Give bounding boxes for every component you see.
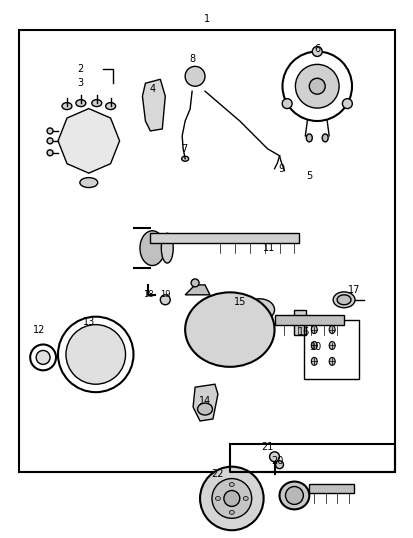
Text: 6: 6 bbox=[313, 45, 320, 54]
Ellipse shape bbox=[197, 403, 212, 415]
Ellipse shape bbox=[328, 325, 335, 334]
Ellipse shape bbox=[140, 231, 164, 266]
Polygon shape bbox=[192, 384, 217, 421]
Ellipse shape bbox=[161, 233, 173, 263]
Text: 14: 14 bbox=[198, 396, 211, 406]
Circle shape bbox=[282, 98, 292, 109]
Ellipse shape bbox=[336, 295, 350, 305]
Ellipse shape bbox=[62, 103, 72, 110]
Circle shape bbox=[47, 128, 53, 134]
Bar bbox=[19, 30, 394, 472]
Circle shape bbox=[342, 98, 351, 109]
Text: 11: 11 bbox=[263, 243, 275, 253]
Ellipse shape bbox=[76, 100, 85, 107]
Ellipse shape bbox=[328, 357, 335, 365]
Text: 21: 21 bbox=[261, 442, 273, 452]
Circle shape bbox=[269, 452, 279, 462]
Circle shape bbox=[199, 466, 263, 530]
Text: 8: 8 bbox=[189, 54, 195, 65]
Ellipse shape bbox=[229, 483, 234, 486]
Text: 16: 16 bbox=[297, 327, 310, 337]
Text: 5: 5 bbox=[306, 171, 312, 181]
Ellipse shape bbox=[187, 306, 252, 363]
Polygon shape bbox=[185, 285, 209, 295]
Ellipse shape bbox=[185, 292, 274, 367]
Bar bbox=[309, 484, 353, 493]
Text: 4: 4 bbox=[149, 84, 155, 94]
Ellipse shape bbox=[285, 486, 303, 505]
Text: 19: 19 bbox=[160, 291, 170, 299]
Circle shape bbox=[160, 295, 170, 305]
Ellipse shape bbox=[215, 497, 220, 500]
Ellipse shape bbox=[80, 178, 97, 188]
Polygon shape bbox=[58, 109, 119, 173]
Ellipse shape bbox=[244, 299, 274, 321]
Text: 12: 12 bbox=[33, 324, 45, 335]
Text: 17: 17 bbox=[347, 285, 359, 295]
Circle shape bbox=[191, 279, 199, 287]
Text: 1: 1 bbox=[204, 13, 209, 24]
Ellipse shape bbox=[311, 342, 316, 350]
Bar bbox=[294, 310, 306, 335]
Circle shape bbox=[66, 324, 125, 384]
Ellipse shape bbox=[243, 497, 248, 500]
Circle shape bbox=[309, 79, 325, 94]
Ellipse shape bbox=[328, 342, 335, 350]
Ellipse shape bbox=[306, 134, 311, 142]
Circle shape bbox=[36, 350, 50, 364]
Ellipse shape bbox=[311, 325, 316, 334]
Ellipse shape bbox=[321, 134, 328, 142]
Ellipse shape bbox=[185, 66, 204, 86]
Text: 18: 18 bbox=[143, 291, 153, 299]
Circle shape bbox=[211, 479, 251, 518]
Ellipse shape bbox=[279, 482, 309, 509]
Text: 22: 22 bbox=[211, 469, 223, 479]
Text: 20: 20 bbox=[271, 456, 283, 466]
Ellipse shape bbox=[105, 103, 115, 110]
Ellipse shape bbox=[229, 511, 234, 514]
Circle shape bbox=[47, 138, 53, 144]
Text: 10: 10 bbox=[309, 343, 321, 352]
Text: 15: 15 bbox=[233, 297, 245, 307]
Circle shape bbox=[275, 461, 283, 469]
Text: 7: 7 bbox=[180, 144, 187, 154]
Text: 3: 3 bbox=[78, 78, 84, 88]
Ellipse shape bbox=[92, 100, 102, 107]
Text: 13: 13 bbox=[83, 317, 95, 327]
Circle shape bbox=[223, 491, 239, 506]
Polygon shape bbox=[142, 79, 165, 131]
Text: 9: 9 bbox=[278, 164, 284, 174]
Ellipse shape bbox=[332, 292, 354, 308]
Circle shape bbox=[295, 65, 338, 108]
Circle shape bbox=[47, 150, 53, 156]
Ellipse shape bbox=[181, 156, 188, 161]
Circle shape bbox=[311, 46, 321, 56]
Bar bbox=[274, 315, 343, 324]
Text: 2: 2 bbox=[78, 65, 84, 74]
Ellipse shape bbox=[311, 357, 316, 365]
Bar bbox=[150, 233, 299, 243]
Bar bbox=[304, 320, 358, 379]
